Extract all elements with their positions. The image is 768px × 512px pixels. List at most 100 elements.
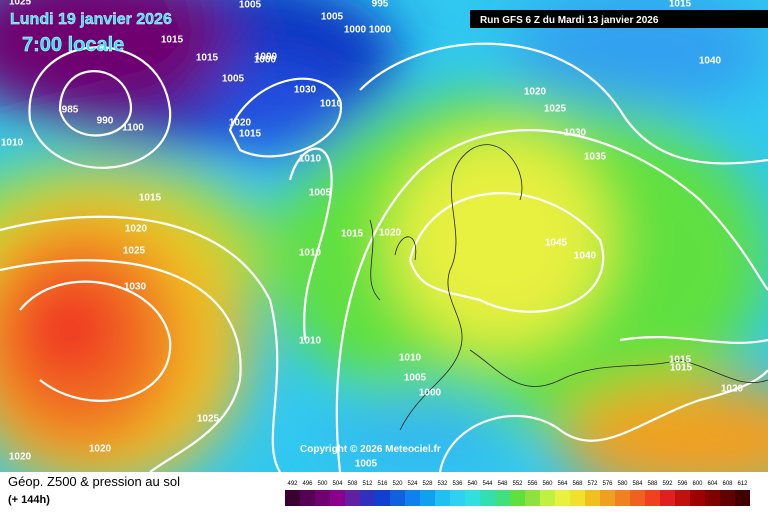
isobar-label: 1025 [197,414,220,425]
scale-swatch [300,490,315,506]
isobar-label: 1000 [369,25,392,36]
scale-swatch [570,490,585,506]
scale-label: 532 [437,481,448,487]
run-info: Run GFS 6 Z du Mardi 13 janvier 2026 [480,15,659,26]
isobar-label: 1040 [574,251,597,262]
scale-swatch [435,490,450,506]
coastlines [369,144,768,431]
color-scale: 492 496 500 504 508 512 516 520 524 528 532 536 540 5… [285,481,750,506]
isobar-label: 1005 [355,459,378,470]
isobar-label: 1020 [229,118,252,129]
scale-label: 508 [347,481,358,487]
scale-label: 604 [707,481,718,487]
scale-label: 568 [572,481,583,487]
scale-label: 540 [467,481,478,487]
isobar-label: 1015 [139,193,162,204]
scale-swatch [720,490,735,506]
isobar-label: 1010 [320,99,343,110]
isobar-label: 1015 [196,53,219,64]
scale-label: 600 [692,481,703,487]
isobar-label: 1000 [254,55,277,66]
isobar-label: 1025 [9,0,32,8]
scale-label: 556 [527,481,538,487]
isobar-label: 1000 [344,25,367,36]
scale-swatch [630,490,645,506]
scale-swatch [285,490,300,506]
isobar-label: 1020 [379,228,402,239]
scale-swatch [420,490,435,506]
isobar-label: 1015 [669,0,692,10]
scale-label: 524 [407,481,418,487]
isobar-label: 1020 [125,224,148,235]
isobar-label: 1100 [122,123,144,134]
field [0,0,768,472]
scale-label: 564 [557,481,568,487]
isobar-label: 1045 [545,238,568,249]
scale-label: 512 [362,481,373,487]
footer-title: Géop. Z500 & pression au sol [8,474,180,489]
scale-label: 584 [632,481,643,487]
isobar-label: 1020 [524,87,547,98]
isobar-label: 1015 [239,129,262,140]
isobar-label: 1010 [299,248,322,259]
scale-label: 536 [452,481,463,487]
scale-swatch [450,490,465,506]
scale-swatch [555,490,570,506]
isobar-label: 1000 [255,52,278,63]
isobar-label: 1010 [1,138,24,149]
isobar-label: 985 [62,105,79,116]
scale-swatch [345,490,360,506]
scale-swatch [510,490,525,506]
scale-label: 504 [332,481,343,487]
isobar-label: 1040 [699,56,722,67]
scale-swatch [585,490,600,506]
scale-swatch [480,490,495,506]
isobar-label: 1010 [299,154,322,165]
scale-swatch [540,490,555,506]
scale-label: 576 [602,481,613,487]
scale-label: 552 [512,481,523,487]
scale-label: 608 [722,481,733,487]
isobar-label: 1035 [584,152,607,163]
isobar-label: 1010 [299,336,322,347]
scale-swatch [690,490,705,506]
isobar-label: 1015 [670,363,693,374]
scale-label: 612 [737,481,748,487]
scale-swatch [615,490,630,506]
scale-swatch [315,490,330,506]
scale-swatch [375,490,390,506]
isobar-label: 990 [97,116,114,127]
isobar-label: 1025 [123,246,146,257]
scale-label: 560 [542,481,553,487]
isobar-label: 1020 [9,452,32,463]
scale-swatch [330,490,345,506]
scale-label: 596 [677,481,688,487]
scale-label: 528 [422,481,433,487]
scale-swatch [600,490,615,506]
scale-label: 520 [392,481,403,487]
isobar-label: 1010 [399,353,422,364]
scale-label: 496 [302,481,313,487]
scale-swatch [645,490,660,506]
scale-swatch [525,490,540,506]
isobar-label: 1005 [321,12,344,23]
scale-label: 572 [587,481,598,487]
isobar-label: 1020 [89,444,112,455]
isobar-label: 1025 [544,104,567,115]
isobar-label: 1030 [294,85,317,96]
scale-swatch [660,490,675,506]
footer-lead: (+ 144h) [8,494,50,506]
isobar-label: 1030 [564,128,587,139]
isobar-label: 1015 [161,35,184,46]
scale-label: 544 [482,481,493,487]
scale-swatch [735,490,750,506]
scale-label: 500 [317,481,328,487]
scale-label: 548 [497,481,508,487]
isobar-label: 1030 [124,282,147,293]
isobar-label: 995 [372,0,389,10]
scale-label: 588 [647,481,658,487]
scale-swatch [360,490,375,506]
isobar-label: 1000 [419,388,442,399]
